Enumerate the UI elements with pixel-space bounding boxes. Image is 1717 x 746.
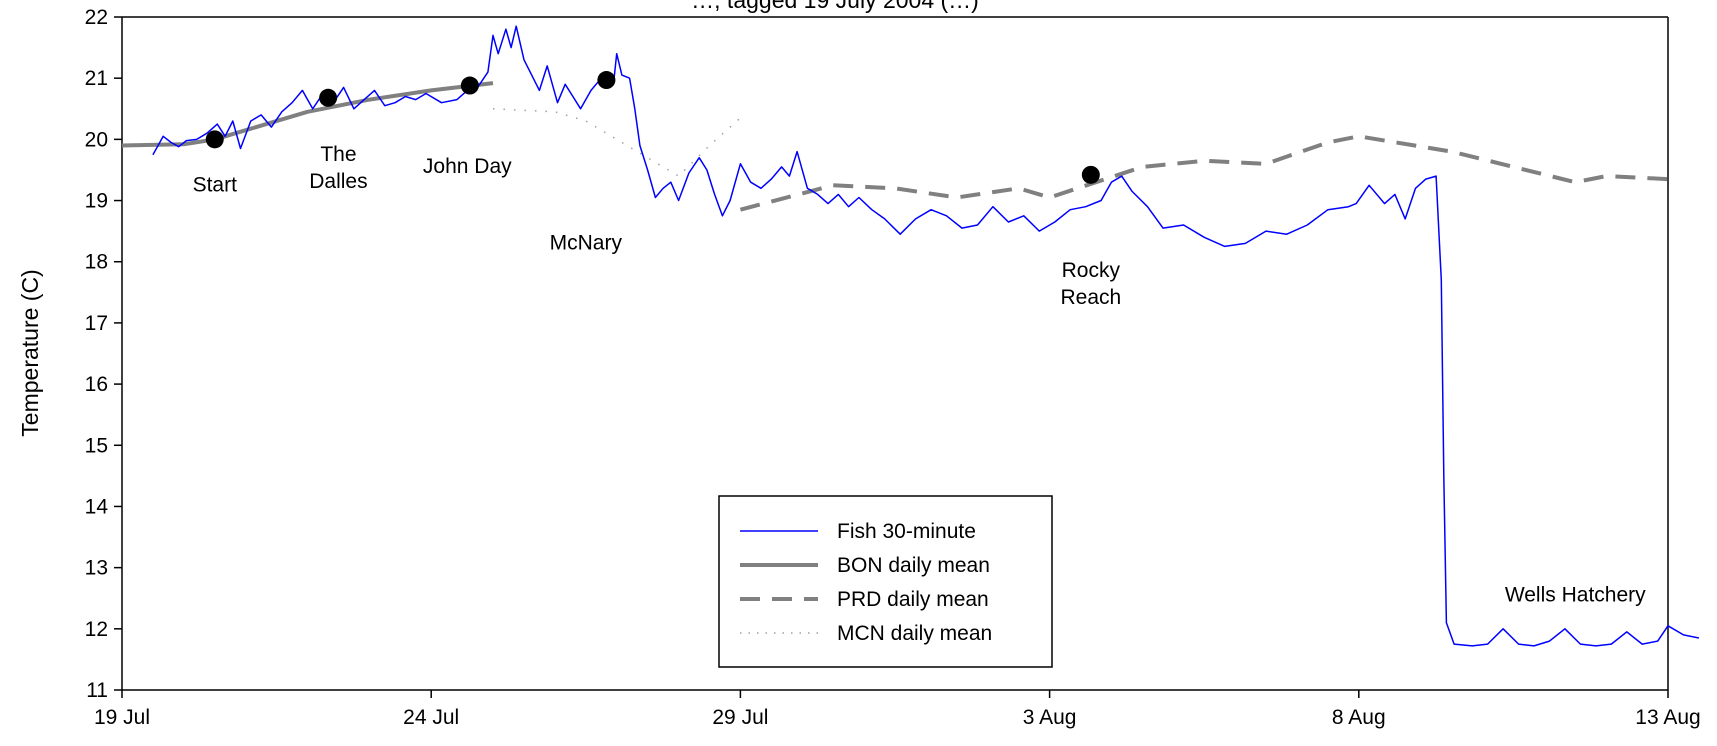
x-tick-label: 3 Aug [1023,706,1077,729]
station-markers [205,71,1100,184]
y-tick-label: 22 [85,6,108,29]
marker-rocky-reach [1081,165,1100,184]
annotation-mcnary: McNary [550,231,623,254]
marker-the-dalles [319,88,338,107]
chart-title: …, tagged 19 July 2004 (…) [691,0,979,13]
y-tick-label: 21 [85,67,108,90]
y-tick-label: 19 [85,190,108,213]
plot-area [121,16,1669,691]
series-line-prd-daily-mean [739,134,1669,212]
y-tick-label: 18 [85,251,108,274]
y-axis-title: Temperature (C) [17,269,43,436]
legend-label-prd: PRD daily mean [837,588,989,611]
legend-label-fish: Fish 30-minute [837,520,976,543]
x-tick-label: 19 Jul [94,706,150,729]
marker-start [205,130,224,149]
annotation-rocky-reach: Rocky Reach [1060,259,1121,309]
y-tick-label: 15 [85,434,108,457]
annotation-wells-hatchery: Wells Hatchery [1505,583,1646,606]
marker-mcnary [597,71,616,90]
legend-box [718,495,1053,668]
legend: Fish 30-minute BON daily mean PRD daily … [718,495,1053,668]
series-layer [121,25,1700,647]
y-axis-ticks: 11 12 13 14 15 16 17 18 19 20 21 22 [85,6,122,702]
x-tick-label: 24 Jul [403,706,459,729]
y-tick-label: 17 [85,312,108,335]
annotations: Start The Dalles John Day McNary Rocky Reach We… [193,143,1647,607]
annotation-john-day: John Day [423,155,512,178]
annotation-the-dalles: The Dalles [309,143,367,193]
y-tick-label: 16 [85,373,108,396]
x-tick-label: 8 Aug [1332,706,1386,729]
marker-john-day [460,76,479,95]
y-tick-label: 11 [86,679,108,702]
legend-label-bon: BON daily mean [837,554,990,577]
y-tick-label: 12 [85,618,108,641]
legend-label-mcn: MCN daily mean [837,622,992,645]
series-line-bon-daily-mean [121,81,494,148]
x-tick-label: 29 Jul [712,706,768,729]
y-tick-label: 14 [85,495,109,518]
x-tick-label: 13 Aug [1635,706,1700,729]
series-line-fish-30-minute [152,25,1700,647]
annotation-start: Start [193,173,238,196]
y-tick-label: 13 [85,557,108,580]
series-line-mcn-daily-mean [492,108,741,177]
y-tick-label: 20 [85,128,108,151]
x-axis-ticks: 19 Jul 24 Jul 29 Jul 3 Aug 8 Aug 13 Aug [94,690,1701,729]
